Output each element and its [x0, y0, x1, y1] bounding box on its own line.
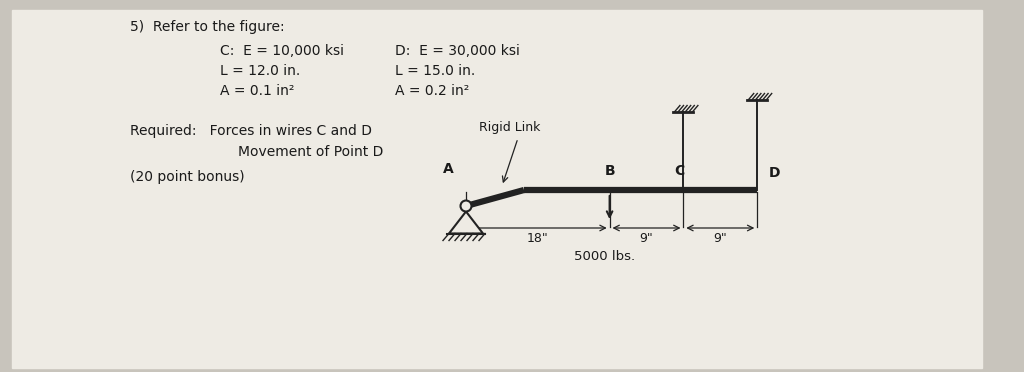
Text: B: B [604, 164, 615, 178]
Text: Movement of Point D: Movement of Point D [238, 145, 383, 159]
Text: A = 0.2 in²: A = 0.2 in² [395, 84, 469, 98]
Circle shape [461, 201, 471, 212]
Text: (20 point bonus): (20 point bonus) [130, 170, 245, 184]
Text: Rigid Link: Rigid Link [479, 121, 541, 134]
Text: C:  E = 10,000 ksi: C: E = 10,000 ksi [220, 44, 344, 58]
Text: 9": 9" [714, 232, 727, 245]
Text: L = 12.0 in.: L = 12.0 in. [220, 64, 300, 78]
Text: 18": 18" [527, 232, 549, 245]
Text: L = 15.0 in.: L = 15.0 in. [395, 64, 475, 78]
Text: C: C [674, 164, 684, 178]
Text: 5)  Refer to the figure:: 5) Refer to the figure: [130, 20, 285, 34]
Text: A: A [442, 162, 454, 176]
Text: D:  E = 30,000 ksi: D: E = 30,000 ksi [395, 44, 520, 58]
Text: 9": 9" [640, 232, 653, 245]
Text: A = 0.1 in²: A = 0.1 in² [220, 84, 294, 98]
Text: D: D [769, 166, 780, 180]
Text: Required:   Forces in wires C and D: Required: Forces in wires C and D [130, 124, 372, 138]
Polygon shape [449, 212, 483, 234]
Text: 5000 lbs.: 5000 lbs. [574, 250, 635, 263]
